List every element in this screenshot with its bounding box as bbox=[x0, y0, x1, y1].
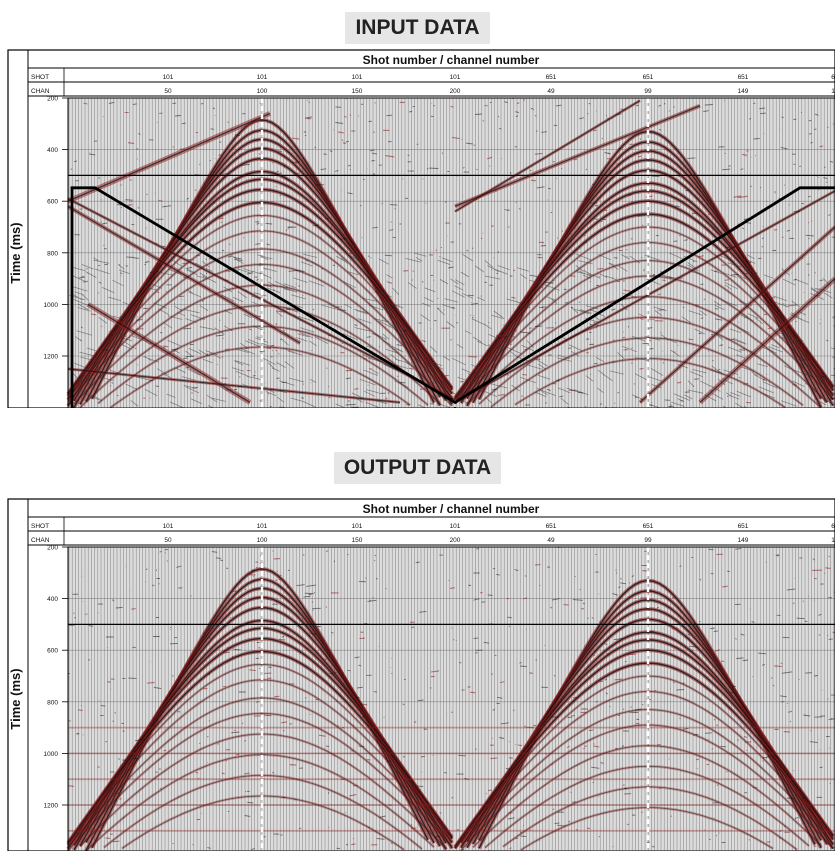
shot-label: 101 bbox=[450, 523, 461, 530]
output-panel-title: OUTPUT DATA bbox=[0, 452, 835, 484]
shot-label: 651 bbox=[738, 523, 749, 530]
chan-label: 1 bbox=[831, 88, 835, 95]
chan-label: 149 bbox=[738, 537, 749, 544]
input-panel-title: INPUT DATA bbox=[0, 12, 835, 44]
time-tick-label: 600 bbox=[47, 199, 58, 206]
header-title: Shot number / channel number bbox=[363, 502, 540, 516]
chan-label: 99 bbox=[644, 537, 652, 544]
chan-label: 49 bbox=[547, 537, 555, 544]
header-title: Shot number / channel number bbox=[363, 53, 540, 67]
chan-label: 149 bbox=[738, 88, 749, 95]
input-seismic-gather: Shot number / channel number SHOT CHAN 101 1… bbox=[0, 48, 835, 408]
shot-label: 101 bbox=[163, 74, 174, 81]
shot-label: 101 bbox=[257, 74, 268, 81]
time-tick-label: 1200 bbox=[44, 803, 59, 810]
chan-label: 50 bbox=[164, 88, 172, 95]
shot-label: 651 bbox=[546, 74, 557, 81]
chan-label: 99 bbox=[644, 88, 652, 95]
row-label-chan: CHAN bbox=[31, 537, 50, 544]
chan-label: 200 bbox=[450, 88, 461, 95]
output-seismic-gather: Shot number / channel number SHOT CHAN 101 1… bbox=[0, 497, 835, 851]
chan-label: 50 bbox=[164, 537, 172, 544]
chan-label: 100 bbox=[257, 88, 268, 95]
chan-label: 200 bbox=[450, 537, 461, 544]
time-tick-label: 800 bbox=[47, 250, 58, 257]
shot-label: 101 bbox=[163, 523, 174, 530]
shot-label: 101 bbox=[450, 74, 461, 81]
chan-label: 150 bbox=[352, 537, 363, 544]
chan-label: 100 bbox=[257, 537, 268, 544]
time-tick-label: 1000 bbox=[44, 302, 59, 309]
chan-label: 1 bbox=[831, 537, 835, 544]
shot-label: 101 bbox=[352, 523, 363, 530]
time-tick-label: 1200 bbox=[44, 354, 59, 361]
y-axis-label: Time (ms) bbox=[8, 668, 23, 729]
time-tick-label: 400 bbox=[47, 596, 58, 603]
time-tick-label: 400 bbox=[47, 147, 58, 154]
shot-label: 651 bbox=[738, 74, 749, 81]
time-tick-label: 800 bbox=[47, 699, 58, 706]
row-label-shot: SHOT bbox=[31, 74, 49, 81]
y-axis-label: Time (ms) bbox=[8, 222, 23, 283]
shot-label: 651 bbox=[546, 523, 557, 530]
input-title-text: INPUT DATA bbox=[345, 12, 490, 44]
output-title-text: OUTPUT DATA bbox=[333, 452, 502, 484]
shot-label: 651 bbox=[643, 74, 654, 81]
shot-label: 6 bbox=[831, 74, 835, 81]
chan-label: 150 bbox=[352, 88, 363, 95]
shot-label: 101 bbox=[352, 74, 363, 81]
chan-label: 49 bbox=[547, 88, 555, 95]
time-tick-label: 1000 bbox=[44, 751, 59, 758]
shot-label: 651 bbox=[643, 523, 654, 530]
shot-label: 6 bbox=[831, 523, 835, 530]
time-tick-label: 200 bbox=[47, 96, 58, 103]
row-label-shot: SHOT bbox=[31, 523, 49, 530]
time-tick-label: 200 bbox=[47, 545, 58, 552]
row-label-chan: CHAN bbox=[31, 88, 50, 95]
shot-label: 101 bbox=[257, 523, 268, 530]
time-tick-label: 600 bbox=[47, 648, 58, 655]
